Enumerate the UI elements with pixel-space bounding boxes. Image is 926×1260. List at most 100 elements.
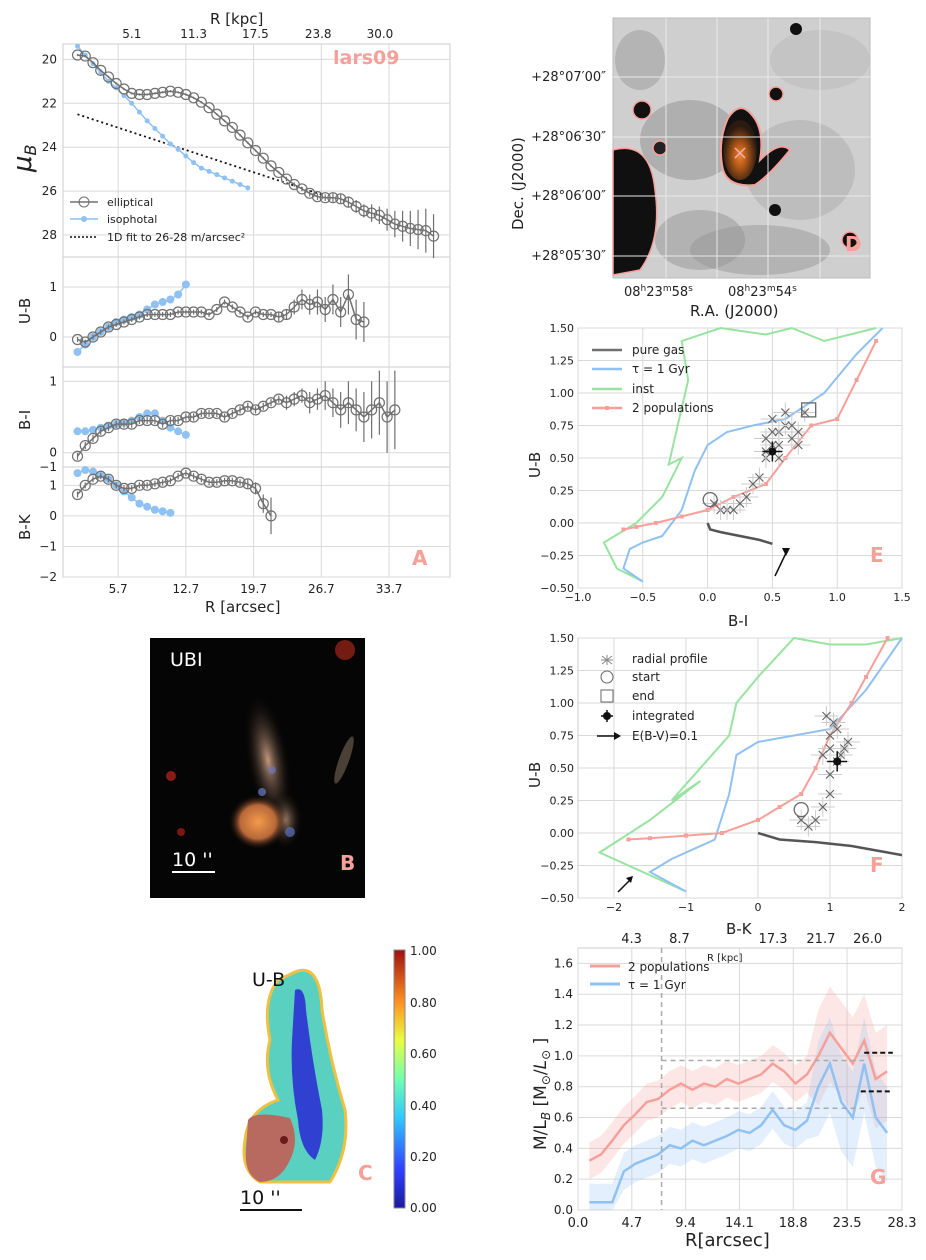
bk-elliptical-point [188, 470, 200, 482]
e-xtick-5: 1.5 [893, 591, 911, 604]
elliptical-mu-point [126, 87, 138, 100]
legend-2pop-label: 2 populations [632, 401, 714, 415]
ub-elliptical-point [234, 306, 246, 318]
bi-elliptical-point [203, 407, 215, 420]
elliptical-mu-point [71, 49, 84, 61]
e-ytick-2: 1.00 [550, 387, 575, 400]
ub-elliptical-point [79, 336, 91, 348]
elliptical-mu-point [226, 121, 238, 134]
ub-elliptical-point [203, 308, 215, 321]
bi-ytick-0: 0 [49, 446, 57, 460]
g-xtick-0: 0.0 [568, 1216, 589, 1231]
f-xtick-2: 0 [755, 901, 762, 914]
e-radial-point [774, 440, 784, 450]
panel-b-star-2 [166, 771, 176, 781]
legend-fit-label: 1D fit to 26-28 m/arcsec² [107, 231, 245, 244]
panel-a-mu-ytick-2: 24 [42, 140, 57, 154]
f-ytick-3: 0.75 [550, 730, 575, 743]
bk-elliptical-point [110, 479, 122, 491]
f-ytick-8: −0.50 [540, 892, 574, 905]
elliptical-mu-point [149, 87, 161, 100]
bi-elliptical-point [118, 418, 130, 430]
bk-elliptical-point [71, 488, 84, 501]
f-radial-point [825, 770, 835, 779]
bk-ytick-0: −2 [39, 570, 57, 584]
legend-inst-label: inst [632, 382, 654, 396]
panel-c-label: U-B [252, 969, 285, 991]
bk-isophotal-point [73, 469, 82, 478]
legend-g-2pop-label: 2 populations [628, 960, 710, 974]
f-xtick-0: −2 [606, 901, 622, 914]
bi-ytick-1: 1 [49, 374, 57, 388]
f-2pop-point [756, 818, 760, 822]
e-2pop-point [731, 495, 736, 499]
ub-elliptical-point [273, 311, 285, 323]
bk-elliptical-point [157, 476, 169, 488]
bk-elliptical-point [126, 482, 138, 494]
legend-g-tau-label: τ = 1 Gyr [628, 978, 686, 992]
panel-g-xlabel: R[arcsec] [685, 1230, 770, 1251]
elliptical-mu-point [211, 108, 223, 120]
isophotal-mu-point [160, 133, 166, 139]
ub-elliptical-point [157, 308, 169, 321]
panel-a-xtick-2: 19.7 [240, 582, 267, 596]
ub-elliptical-point [327, 293, 339, 306]
elliptical-mu-point [141, 88, 153, 101]
elliptical-mu-point [180, 88, 192, 101]
colorbar-tick-1: 1.00 [410, 944, 437, 958]
e-xtick-1: −0.5 [629, 591, 656, 604]
panel-e-xlabel: B-I [728, 612, 748, 630]
elliptical-mu-point [102, 71, 115, 83]
bi-elliptical-point [319, 389, 331, 402]
ub-ytick-0: 0 [49, 330, 57, 344]
bk-isophotal-point [88, 467, 97, 476]
e-ytick-0: 1.50 [550, 322, 575, 335]
legend-elliptical-label: elliptical [107, 196, 153, 209]
e-xtick-2: 0.0 [699, 591, 717, 604]
f-ytick-7: −0.25 [540, 860, 574, 873]
g-xtick-2: 9.4 [675, 1216, 696, 1231]
ub-elliptical-point [296, 293, 308, 306]
f-ytick-4: 0.50 [550, 762, 575, 775]
g-ytick-4: 0.8 [554, 1080, 573, 1094]
e-inst-line [602, 326, 877, 583]
bk-elliptical-point [203, 476, 215, 488]
panel-a-bi-frame [62, 366, 451, 468]
elliptical-mu-point [234, 129, 246, 141]
ub-elliptical-point [358, 316, 370, 328]
bk-elliptical-point [218, 475, 231, 487]
bk-elliptical-point [195, 473, 207, 485]
elliptical-mu-point [164, 85, 176, 97]
elliptical-mu-point [427, 230, 440, 242]
bi-isophotal-point [174, 427, 183, 436]
legend-integrated-label: integrated [632, 709, 695, 723]
object-name: lars09 [333, 47, 399, 69]
panel-g-legend: 2 populations τ = 1 Gyr [590, 960, 710, 992]
legend-isophotal-label: isophotal [107, 213, 157, 226]
isophotal-mu-point [245, 185, 251, 191]
bi-isophotal-point [73, 427, 82, 436]
panel-d: D +28°07′00″ +28°06′30″ +28°06′00″ +28°0… [509, 17, 871, 320]
g-top-tick-2: 17.3 [759, 932, 788, 947]
ub-elliptical-point [319, 303, 331, 316]
f-radial-point [839, 744, 849, 753]
bi-elliptical-point [71, 450, 84, 462]
f-radial-point [821, 711, 831, 721]
panel-g: 0.0 4.7 9.4 14.1 18.8 23.5 28.3 0.0 0.2 0.4 0.6 0.8… [531, 932, 916, 1251]
panel-c-letter: C [358, 1161, 373, 1185]
g-ytick-2: 0.4 [554, 1141, 573, 1155]
e-integrated-point [768, 447, 777, 456]
elliptical-mu-point [389, 218, 401, 230]
panel-a-mu-ytick-0: 20 [42, 52, 57, 66]
panel-e-letter: E [870, 543, 884, 567]
panel-a-legend: elliptical isophotal 1D fit to 26-28 m/a… [70, 196, 245, 244]
bi-elliptical-point [327, 397, 339, 409]
bk-elliptical-point [265, 510, 277, 522]
elliptical-mu-point [172, 86, 184, 98]
panel-b-nucleus [228, 794, 288, 850]
e-2pop-point [835, 417, 840, 421]
ub-elliptical-point [141, 308, 153, 321]
bk-elliptical-point [133, 479, 146, 491]
panel-f: −2 −1 0 1 2 1.50 1.25 1.00 0.75 0.50 0.25 0.00 −0.25… [526, 632, 906, 938]
elliptical-mu-point [133, 88, 146, 101]
